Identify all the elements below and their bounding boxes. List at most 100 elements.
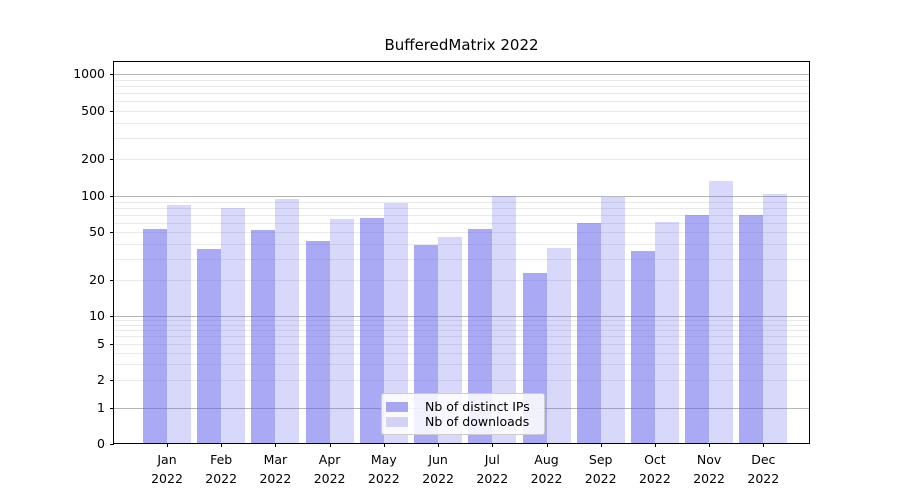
x-tick-mark: [492, 443, 494, 447]
gridline-major: [114, 316, 809, 317]
bar-distinct-ips-sep: [576, 222, 601, 443]
bar-downloads-mar: [275, 199, 300, 443]
gridline-minor: [114, 364, 809, 366]
bar-downloads-dec: [763, 193, 788, 443]
x-tick-label: Nov 2022: [693, 452, 725, 486]
x-tick-mark: [438, 443, 440, 447]
y-tick-mark: [110, 408, 114, 409]
x-tick-mark: [600, 443, 602, 447]
y-tick-label: 20: [89, 271, 105, 287]
bar-downloads-feb: [221, 207, 246, 443]
legend-entry-downloads: Nb of downloads: [386, 414, 538, 429]
x-axis: Jan 2022 Feb 2022 Mar 2022 Apr 2022 May 2022 Jun 20…: [114, 62, 809, 486]
x-tick-label: Feb 2022: [205, 452, 238, 486]
gridline-minor: [114, 232, 809, 234]
y-tick-label: 50: [89, 224, 105, 240]
x-tick-mark: [275, 443, 277, 447]
x-tick-label: Jun 2022: [422, 452, 454, 486]
bar-downloads-aug: [546, 247, 571, 443]
bar-distinct-ips-nov: [685, 214, 710, 443]
y-tick-label: 500: [81, 102, 105, 118]
bar-distinct-ips-oct: [630, 250, 655, 443]
gridlines-layer: [114, 62, 809, 443]
x-tick-mark: [709, 443, 711, 447]
y-tick-mark: [110, 380, 114, 382]
chart-title: BufferedMatrix 2022: [384, 36, 539, 54]
gridline-minor: [114, 214, 809, 216]
gridline-minor: [114, 380, 809, 382]
y-tick-label: 200: [81, 151, 105, 167]
gridline-minor: [114, 85, 809, 87]
x-tick-mark: [329, 443, 331, 447]
gridline-minor: [114, 336, 809, 338]
bar-distinct-ips-jan: [143, 229, 167, 443]
y-tick-label: 5: [97, 335, 105, 351]
legend-swatch-distinct-ips: [386, 401, 408, 412]
legend: Nb of distinct IPs Nb of downloads: [381, 393, 545, 435]
y-tick-label: 1: [97, 400, 105, 415]
x-tick-label: Dec 2022: [747, 452, 780, 486]
x-tick-mark: [221, 443, 223, 447]
x-tick-mark: [654, 443, 656, 447]
y-tick-mark: [110, 159, 114, 161]
gridline-minor: [114, 122, 809, 124]
gridline-major: [114, 196, 809, 197]
bar-distinct-ips-apr: [305, 241, 330, 443]
gridline-minor: [114, 343, 809, 345]
x-tick-label: Mar 2022: [259, 452, 292, 486]
y-tick-mark: [110, 110, 114, 112]
y-axis: 1000 500 200 100 50 20 10 5 2 1 0: [73, 62, 809, 451]
x-tick-label: Sep 2022: [584, 452, 617, 486]
gridline-minor: [114, 92, 809, 94]
legend-swatch-downloads: [386, 416, 408, 427]
bar-distinct-ips-feb: [197, 249, 222, 443]
gridline-minor: [114, 258, 809, 260]
gridline-minor: [114, 222, 809, 224]
y-tick-label: 2: [97, 372, 105, 388]
y-tick-mark: [110, 232, 114, 234]
y-tick-mark: [110, 443, 114, 445]
x-tick-label: Aug 2022: [530, 452, 563, 486]
bar-downloads-jan: [167, 204, 191, 443]
gridline-minor: [114, 352, 809, 354]
bar-downloads-nov: [709, 180, 734, 443]
x-tick-mark: [546, 443, 548, 447]
gridline-minor: [114, 137, 809, 139]
gridline-minor: [114, 279, 809, 281]
gridline-minor: [114, 320, 809, 322]
gridline-minor: [114, 330, 809, 332]
bar-distinct-ips-mar: [251, 230, 276, 443]
plot-area: 1000 500 200 100 50 20 10 5 2 1 0 Jan 2022 Feb 2022 Ma…: [73, 61, 810, 486]
bar-downloads-apr: [329, 219, 354, 443]
gridline-minor: [114, 79, 809, 81]
bar-distinct-ips-dec: [739, 215, 764, 443]
x-tick-label: Apr 2022: [313, 452, 346, 486]
x-tick-label: Oct 2022: [638, 452, 671, 486]
y-tick-mark: [110, 196, 114, 197]
y-tick-mark: [110, 279, 114, 281]
x-tick-label: Jul 2022: [476, 452, 509, 486]
x-tick-mark: [167, 443, 168, 447]
gridline-minor: [114, 101, 809, 103]
gridline-minor: [114, 159, 809, 161]
x-tick-mark: [383, 443, 385, 447]
x-tick-label: Jan 2022: [151, 452, 183, 486]
y-tick-label: 100: [81, 188, 105, 203]
bar-distinct-ips-may: [359, 217, 384, 443]
gridline-minor: [114, 243, 809, 245]
x-tick-mark: [763, 443, 765, 447]
legend-entry-distinct-ips: Nb of distinct IPs: [386, 399, 538, 414]
y-tick-mark: [110, 74, 114, 75]
x-tick-label: May 2022: [367, 452, 400, 486]
y-tick-mark: [110, 316, 114, 317]
gridline-minor: [114, 110, 809, 112]
gridline-minor: [114, 324, 809, 326]
y-tick-label: 0: [97, 435, 105, 451]
gridline-major: [114, 74, 809, 75]
bar-downloads-sep: [600, 196, 625, 443]
y-tick-label: 10: [89, 308, 105, 323]
gridline-minor: [114, 207, 809, 209]
legend-label-downloads: Nb of downloads: [425, 414, 530, 429]
legend-label-distinct-ips: Nb of distinct IPs: [425, 399, 530, 414]
